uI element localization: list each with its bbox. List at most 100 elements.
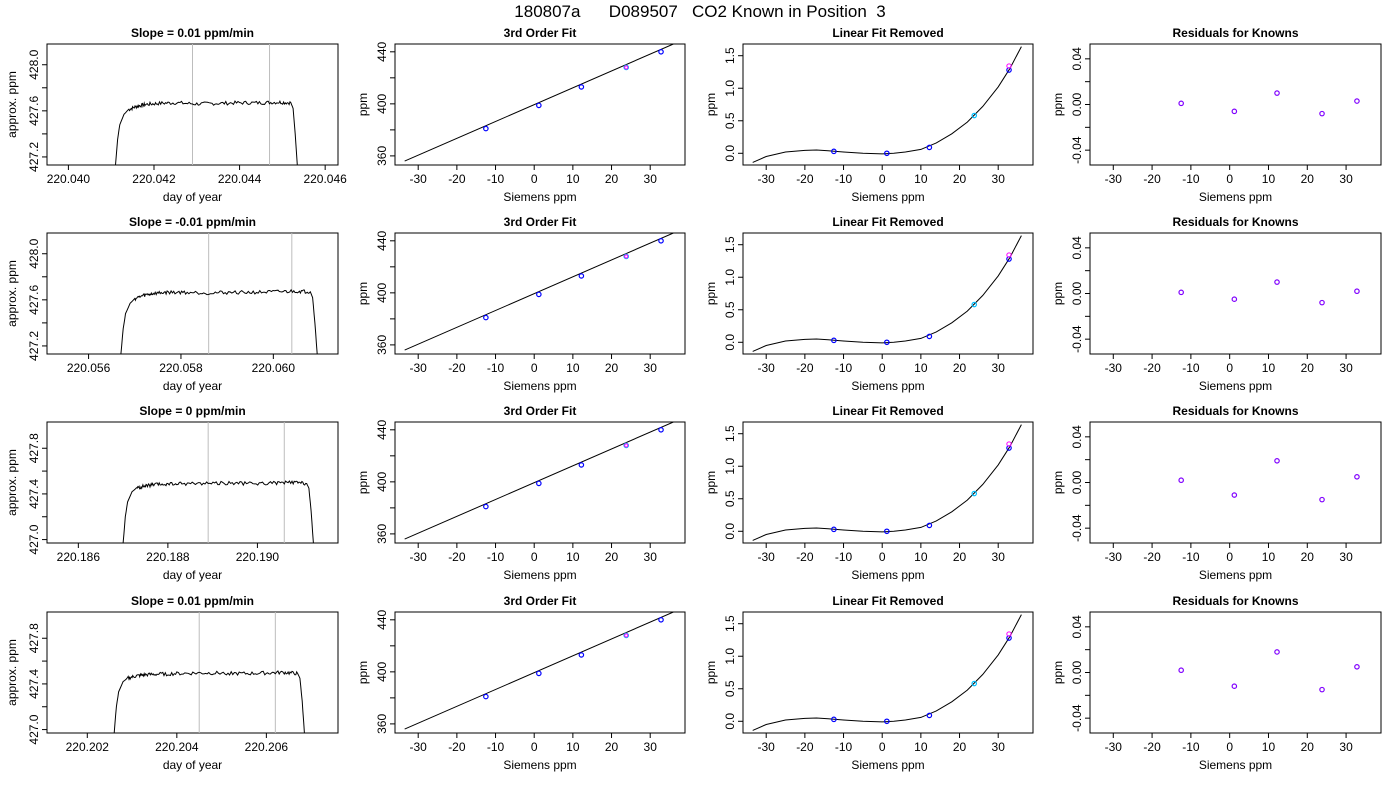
x-tick-label: -20 (796, 740, 814, 754)
y-tick-label: 1.5 (723, 47, 737, 64)
fit-line (404, 44, 674, 162)
plot-content (122, 422, 314, 543)
data-point (624, 633, 629, 638)
x-axis-label: Siemens ppm (851, 379, 924, 393)
trace-line (113, 670, 305, 733)
y-tick-label: 400 (375, 283, 389, 303)
x-axis-label: day of year (163, 568, 222, 582)
panel-frame (742, 43, 1034, 166)
x-axis-label: Siemens ppm (851, 568, 924, 582)
panel-frame (742, 421, 1034, 544)
data-point (1006, 252, 1012, 258)
data-point (658, 49, 664, 55)
panel-title: Linear Fit Removed (832, 26, 943, 40)
y-axis-label: ppm (356, 661, 370, 684)
panel-frame (46, 232, 339, 355)
x-tick-label: -30 (410, 550, 428, 564)
residual-point (1354, 288, 1360, 295)
panel-title: 3rd Order Fit (504, 215, 577, 229)
x-tick-label: -30 (758, 172, 776, 186)
x-tick-label: 10 (1262, 550, 1276, 564)
x-tick-label: 30 (1339, 172, 1353, 186)
data-point (623, 64, 630, 71)
x-tick-label: -10 (487, 740, 505, 754)
y-tick-label: 427.6 (27, 95, 41, 125)
x-tick-label: -10 (487, 172, 505, 186)
residual-point (1319, 496, 1325, 503)
residual-point (1274, 458, 1280, 464)
panel-residual-1: Residuals for Knowns -30 -20 -10 0 10 20 30 -0.0… (1051, 26, 1382, 204)
trace-line (115, 99, 298, 165)
y-axis-label: ppm (1051, 471, 1065, 494)
x-tick-label: -30 (1105, 172, 1123, 186)
y-tick-label: 1.0 (723, 648, 737, 665)
x-tick-label: 10 (914, 550, 928, 564)
x-tick-label: 0 (1226, 550, 1233, 564)
y-axis-label: ppm (1051, 282, 1065, 305)
x-axis-label: day of year (163, 190, 222, 204)
x-tick-label: -10 (835, 172, 853, 186)
x-tick-label: 0 (1226, 740, 1233, 754)
x-tick-label: 10 (566, 550, 580, 564)
x-tick-label: -20 (1143, 550, 1161, 564)
y-tick-label: 400 (375, 94, 389, 114)
x-tick-label: 20 (1301, 740, 1315, 754)
residual-point (1231, 108, 1238, 115)
fit-curve (752, 46, 1022, 163)
y-tick-label: 400 (375, 472, 389, 492)
y-tick-label: -0.04 (1070, 514, 1084, 542)
y-tick-label: 427.0 (27, 714, 41, 744)
y-tick-label: 0.5 (723, 490, 737, 507)
x-tick-label: 20 (605, 361, 619, 375)
x-tick-label: -10 (835, 361, 853, 375)
x-axis-label: Siemens ppm (1199, 758, 1272, 772)
data-point (536, 480, 542, 487)
data-point (578, 84, 585, 90)
figure-title: 180807a D089507 CO2 Known in Position 3 (514, 2, 886, 21)
data-point (624, 65, 629, 70)
y-tick-label: 427.8 (27, 623, 41, 653)
x-tick-label: 220.186 (57, 550, 101, 564)
x-tick-label: 30 (992, 740, 1006, 754)
data-point (623, 442, 630, 449)
panel-frame (1089, 43, 1382, 166)
data-point (623, 632, 630, 639)
panel-title: 3rd Order Fit (504, 594, 577, 608)
x-tick-label: 30 (644, 740, 658, 754)
panel-title: Residuals for Knowns (1172, 215, 1298, 229)
y-tick-label: 427.8 (27, 433, 41, 463)
residual-point (1354, 663, 1360, 670)
x-tick-label: -30 (410, 361, 428, 375)
x-tick-label: -30 (1105, 740, 1123, 754)
x-axis-label: Siemens ppm (1199, 190, 1272, 204)
y-tick-label: 0.5 (723, 112, 737, 129)
residual-point (1319, 110, 1325, 117)
y-tick-label: 0.00 (1070, 660, 1084, 684)
plot-content (115, 44, 298, 165)
x-tick-label: 30 (1339, 361, 1353, 375)
data-point (884, 528, 890, 535)
x-tick-label: -30 (410, 172, 428, 186)
residual-point (1231, 296, 1238, 303)
y-tick-label: 0.04 (1070, 615, 1084, 639)
data-point (884, 718, 890, 725)
panel-frame (1089, 232, 1382, 355)
y-tick-label: -0.04 (1070, 136, 1084, 164)
y-axis-label: ppm (1051, 93, 1065, 116)
x-tick-label: 0 (879, 361, 886, 375)
y-tick-label: 0.04 (1070, 425, 1084, 449)
residual-point (1354, 473, 1360, 480)
panel-detrend-3: Linear Fit Removed -30 -20 -10 0 10 20 30 0.0 0.5… (704, 404, 1034, 582)
panel-detrend-4: Linear Fit Removed -30 -20 -10 0 10 20 30 0.0 0.5… (704, 594, 1034, 772)
residual-point (1354, 98, 1360, 104)
x-axis-label: Siemens ppm (851, 758, 924, 772)
y-tick-label: 360 (375, 335, 389, 355)
x-tick-label: -20 (796, 361, 814, 375)
panel-title: Slope = 0 ppm/min (139, 404, 245, 418)
panel-title: Residuals for Knowns (1172, 594, 1298, 608)
residual-point (1319, 299, 1325, 306)
data-point (926, 522, 933, 529)
y-tick-label: 1.0 (723, 269, 737, 286)
x-tick-label: 20 (1301, 550, 1315, 564)
